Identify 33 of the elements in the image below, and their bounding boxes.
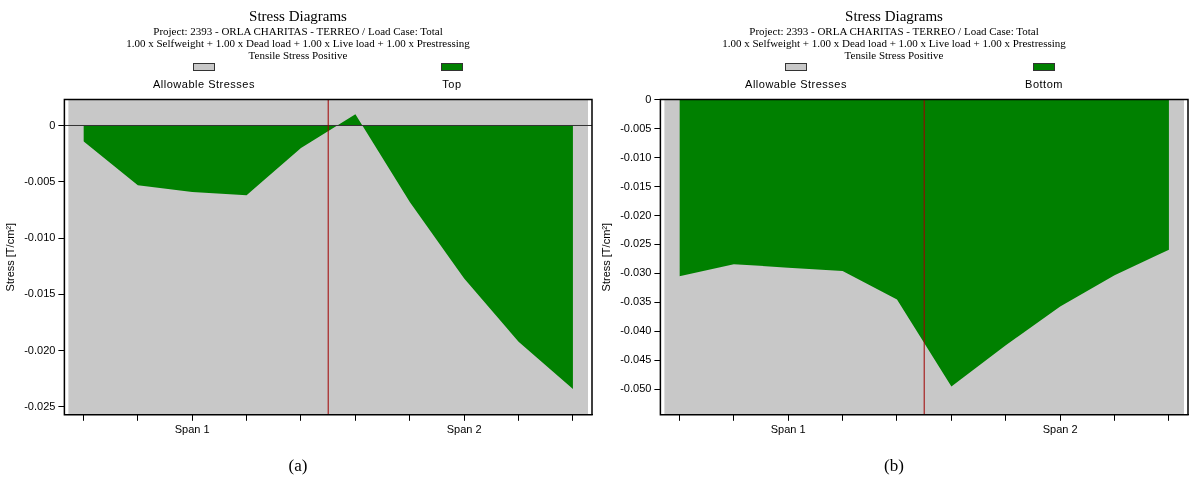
y-tick-label: -0.020 (620, 208, 652, 221)
y-tick-label: 0 (645, 92, 652, 105)
text: (b) (883, 456, 905, 476)
y-tick-label: -0.005 (620, 121, 652, 134)
chart-subtitle: Project: 2393 - ORLA CHARITAS - TERREO / Load Case: Total 1.00 x Selfweight + 1.00 x Dead load + 1.00 x Live load + 1.00 x Prestressing Tensile Stress Positive (125, 25, 471, 61)
y-tick-label: -0.020 (24, 343, 56, 356)
y-tick-label: -0.050 (620, 382, 652, 395)
y-tick-label: -0.025 (620, 237, 652, 250)
band-label: Allowable Stresses (153, 78, 255, 90)
y-axis-title: Stress [T/cm²] (3, 222, 16, 292)
x-tick-label: Span 1 (174, 423, 210, 436)
y-tick-label: -0.030 (620, 266, 652, 279)
legend-label: Top (442, 78, 462, 90)
x-tick-label: Span 1 (770, 423, 806, 436)
y-tick-label: -0.015 (620, 179, 652, 192)
y-tick-label: -0.040 (620, 324, 652, 337)
x-tick-label: Span 2 (1042, 423, 1078, 436)
legend-label: Allowable Stresses (745, 78, 847, 90)
y-axis-title: Stress [T/cm²] (599, 222, 612, 292)
chart-subtitle: Project: 2393 - ORLA CHARITAS - TERREO / Load Case: Total 1.00 x Selfweight + 1.00 x Dead load + 1.00 x Live load + 1.00 x Prestressing Tensile Stress Positive (721, 25, 1067, 61)
y-tick-label: 0 (49, 118, 56, 131)
y-tick-label: -0.010 (620, 150, 652, 163)
y-tick-label: -0.035 (620, 295, 652, 308)
y-tick-label: -0.045 (620, 353, 652, 366)
y-tick-label: -0.010 (24, 231, 56, 244)
series-label: Bottom (1025, 78, 1063, 90)
text: (a) (287, 456, 309, 476)
chart-title: Stress Diagrams (248, 8, 348, 25)
y-tick-label: -0.025 (24, 399, 56, 412)
chart-title: Stress Diagrams (844, 8, 944, 25)
x-tick-label: Span 2 (446, 423, 482, 436)
y-tick-label: -0.015 (24, 287, 56, 300)
y-tick-label: -0.005 (24, 174, 56, 187)
